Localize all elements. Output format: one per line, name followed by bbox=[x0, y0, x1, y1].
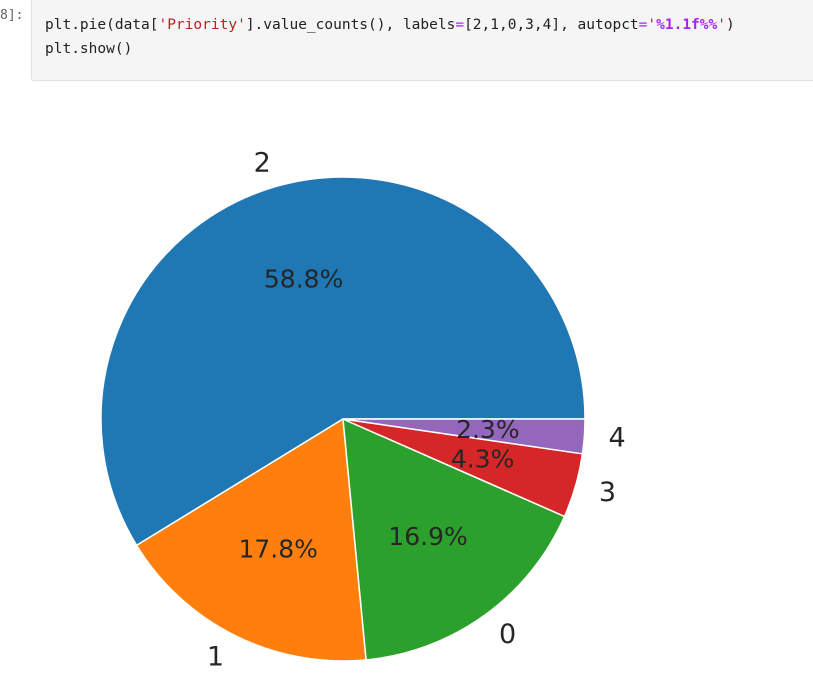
pie-pct-label-4: 2.3% bbox=[456, 415, 520, 444]
code-line-2: plt.show() bbox=[45, 41, 133, 57]
pie-slice-0 bbox=[342, 418, 566, 661]
code-token: [2,1,0,3,4], autopct bbox=[464, 17, 639, 33]
pie-slice-4 bbox=[342, 418, 586, 455]
cell-output: 2 1 0 3 4 58.8% 17.8% 16.9% 4.3% 2.3% bbox=[0, 81, 813, 693]
pie-pct-labels: 58.8% 17.8% 16.9% 4.3%2.3% bbox=[238, 265, 519, 564]
code-operator-token: = bbox=[638, 17, 648, 33]
pie-label-2: 2 bbox=[254, 147, 271, 178]
pie-outer-labels: 2 1 0 3 4 bbox=[207, 147, 626, 672]
code-token: ) bbox=[725, 17, 735, 33]
cell-prompt: 8]: bbox=[0, 8, 24, 23]
code-cell[interactable]: plt.pie(data['Priority'].value_counts(),… bbox=[31, 0, 813, 81]
code-token: plt.pie(data[ bbox=[45, 17, 159, 33]
pie-pct-label-0: 16.9% bbox=[388, 522, 467, 551]
code-string-token: 'Priority' bbox=[158, 17, 246, 33]
pie-chart: 2 1 0 3 4 58.8% 17.8% 16.9% 4.3%2.3% bbox=[100, 147, 626, 673]
pie-wedges bbox=[100, 176, 586, 662]
code-string-token: ' bbox=[717, 17, 726, 33]
pie-pct-label-2: 58.8% bbox=[264, 265, 343, 294]
code-string-token: ' bbox=[647, 17, 657, 33]
code-operator-token: = bbox=[455, 17, 465, 33]
pie-label-3: 3 bbox=[599, 477, 616, 508]
code-format-token: %1.1f%% bbox=[656, 17, 718, 33]
pie-slice-2 bbox=[100, 176, 586, 547]
pie-label-0: 0 bbox=[499, 619, 516, 650]
pie-pct-label-1: 17.8% bbox=[238, 534, 317, 563]
pie-pct-label-3: 4.3% bbox=[451, 445, 515, 474]
pie-label-1: 1 bbox=[207, 642, 224, 673]
pie-label-4: 4 bbox=[609, 423, 626, 454]
code-token: ].value_counts(), labels bbox=[245, 17, 456, 33]
pie-slice-1 bbox=[135, 418, 367, 662]
code-line-1: plt.pie(data['Priority'].value_counts(),… bbox=[45, 17, 735, 33]
